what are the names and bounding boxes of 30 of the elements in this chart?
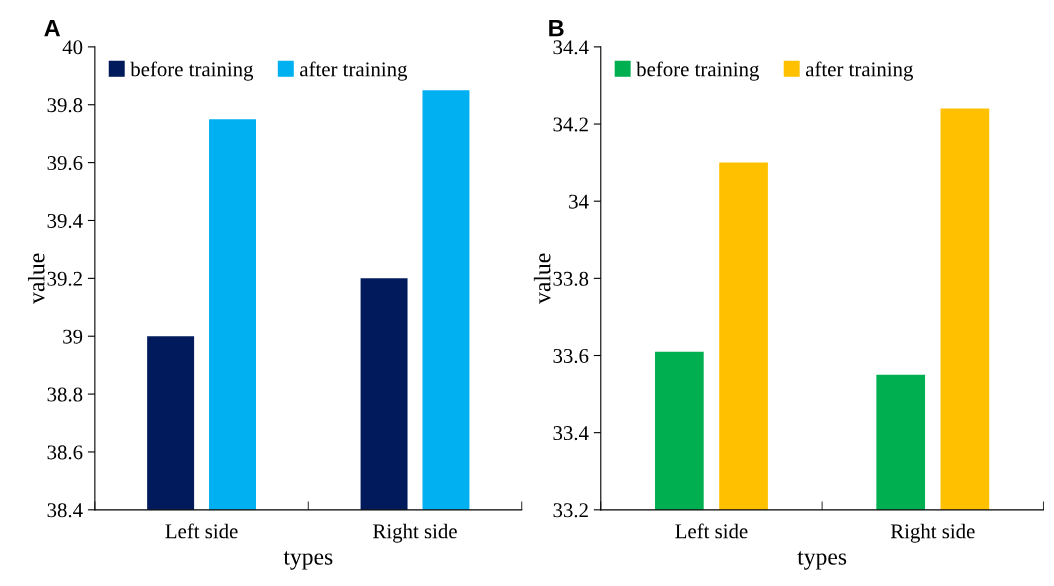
y-tick-label: 33.2 <box>553 503 588 518</box>
x-tick-label: Left side <box>165 523 238 539</box>
y-tick-label: 39.2 <box>47 271 82 286</box>
y-tick-label: 34.2 <box>553 117 588 132</box>
y-tick-label: 38.6 <box>47 445 83 460</box>
y-tick-label: 33.6 <box>553 348 589 364</box>
y-tick-label: 34.4 <box>553 40 589 55</box>
y-tick-label: 39.8 <box>47 98 83 113</box>
x-axis-title: types <box>797 551 847 570</box>
y-tick-label: 39.4 <box>47 213 83 229</box>
x-tick-label: Right side <box>890 523 975 543</box>
y-tick-label: 38.8 <box>47 387 83 402</box>
text: A <box>44 19 61 37</box>
x-tick-label: Left side <box>675 523 748 539</box>
legend-label: before training <box>130 61 254 81</box>
legend-label: before training <box>636 61 760 81</box>
x-axis-title: types <box>283 551 333 570</box>
x-tick-label: Right side <box>373 523 457 543</box>
y-axis-title: value <box>533 253 551 304</box>
y-tick-label: 38.4 <box>47 503 83 518</box>
y-tick-label: 33.8 <box>553 271 589 286</box>
y-tick-label: 39.6 <box>47 156 83 171</box>
y-tick-label: 39 <box>63 329 83 344</box>
text: B <box>549 19 564 37</box>
y-tick-label: 34 <box>569 194 589 209</box>
legend-label: after training <box>300 61 408 81</box>
y-tick-label: 40 <box>62 40 83 55</box>
y-tick-label: 33.4 <box>553 426 589 441</box>
legend-label: after training <box>805 61 914 81</box>
y-axis-title: value <box>27 253 45 304</box>
